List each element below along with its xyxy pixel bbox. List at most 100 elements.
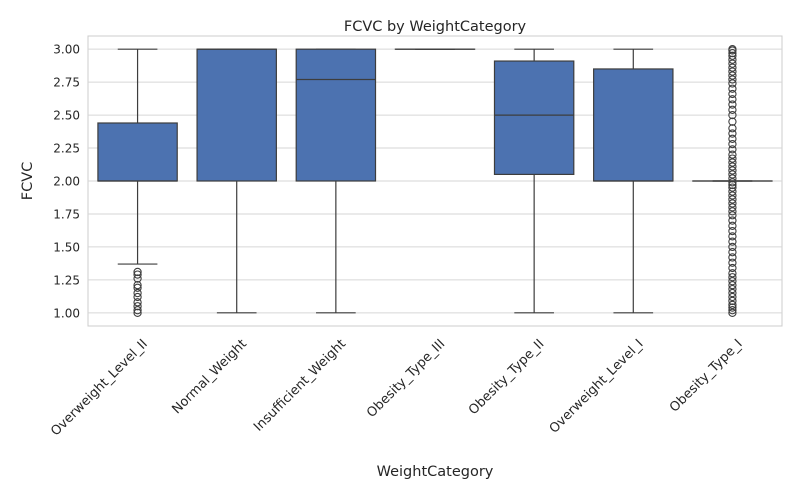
outlier-point [728,199,737,208]
outlier-point [728,166,737,175]
outlier-point [133,292,142,302]
outlier-point [728,273,737,282]
y-tick-label: 1.00 [53,306,80,320]
outlier-point [728,303,737,312]
outlier-point [728,45,737,54]
outlier-point [728,237,737,246]
outlier-point [133,283,142,292]
y-tick-label: 1.75 [53,207,80,221]
outlier-point [133,306,142,315]
box-group [493,48,575,314]
outlier-point [728,129,737,138]
y-tick-label: 2.00 [53,175,80,189]
outlier-point [728,253,737,262]
outlier-point [728,154,737,163]
outlier-point [728,242,737,252]
outlier-point [728,162,737,171]
outlier-point [728,226,737,236]
outlier-point [728,191,737,200]
boxes-layer [97,45,773,317]
outlier-point [728,288,737,298]
y-tick-labels: 1.00 1.25 1.50 1.75 2.00 2.25 2.50 2.75 3.00 [53,43,80,321]
box-iqr [295,48,377,182]
outlier-point [728,89,737,99]
outlier-point [133,267,142,277]
chart-title: FCVC by WeightCategory [344,19,527,35]
y-tick-label: 1.50 [53,240,80,254]
outlier-point [728,221,737,230]
y-tick-label: 2.75 [53,76,80,90]
outlier-point [728,48,737,58]
outlier-point [728,300,737,310]
outlier-point [728,178,737,187]
outlier-point [728,258,737,267]
outlier-point [728,216,737,225]
outlier-point [133,270,142,279]
y-tick-label: 2.50 [53,109,80,123]
outlier-point [728,55,737,64]
outlier-point [728,195,737,204]
outlier-point [728,263,737,273]
outlier-point [728,75,737,84]
x-tick-label: Overweight_Level_II [48,337,151,440]
outlier-point [133,308,142,317]
x-axis-label: WeightCategory [377,464,494,480]
outlier-point [728,134,737,143]
outlier-point [728,158,737,167]
outlier-point [728,269,737,278]
outlier-point [728,308,737,317]
outlier-point [728,105,737,114]
outlier-point [133,298,142,307]
x-tick-label: Overweight_Level_I [547,337,647,437]
outlier-point [133,280,142,290]
outlier-point [728,306,737,315]
x-tick-label: Obesity_Type_II [466,337,547,418]
outlier-point [728,296,737,306]
box-group [295,48,377,314]
outlier-point [728,71,737,80]
outlier-point [728,124,737,133]
outlier-point [728,280,737,290]
outlier-point [728,150,737,159]
outlier-point [133,288,142,298]
outlier-point [728,174,737,183]
outlier-point [728,139,737,149]
outlier-point [728,100,737,109]
y-tick-label: 2.25 [53,142,80,156]
y-axis-label: FCVC [20,162,36,201]
outlier-point [728,211,737,220]
x-tick-label: Obesity_Type_III [364,337,448,421]
outlier-point [728,170,737,179]
outlier-point [728,67,737,76]
outlier-point [728,95,737,104]
box-iqr [593,68,674,182]
box-iqr [97,122,178,182]
outlier-point [728,183,737,192]
outlier-point [133,274,142,283]
outlier-point [728,110,737,120]
box-iqr [493,60,575,176]
x-tick-labels: Overweight_Level_II Normal_Weight Insuffic… [48,337,745,440]
outlier-point [728,79,737,88]
box-group [692,45,773,317]
outlier-point [728,180,737,190]
outlier-point [728,84,737,93]
outlier-point [728,203,737,212]
x-tick-label: Normal_Weight [169,337,249,417]
box-group [593,48,674,314]
outlier-point [728,145,737,154]
y-tick-label: 3.00 [53,43,80,57]
outlier-point [728,284,737,294]
outlier-point [728,232,737,241]
outlier-point [728,292,737,302]
outlier-point [728,187,737,196]
outlier-point [133,302,142,311]
outlier-point [728,59,737,68]
outlier-point [728,117,737,126]
box-group [97,48,178,317]
outlier-point [728,63,737,72]
x-tick-label: Obesity_Type_I [667,337,746,416]
y-tick-label: 1.25 [53,273,80,287]
outlier-point [728,248,737,257]
